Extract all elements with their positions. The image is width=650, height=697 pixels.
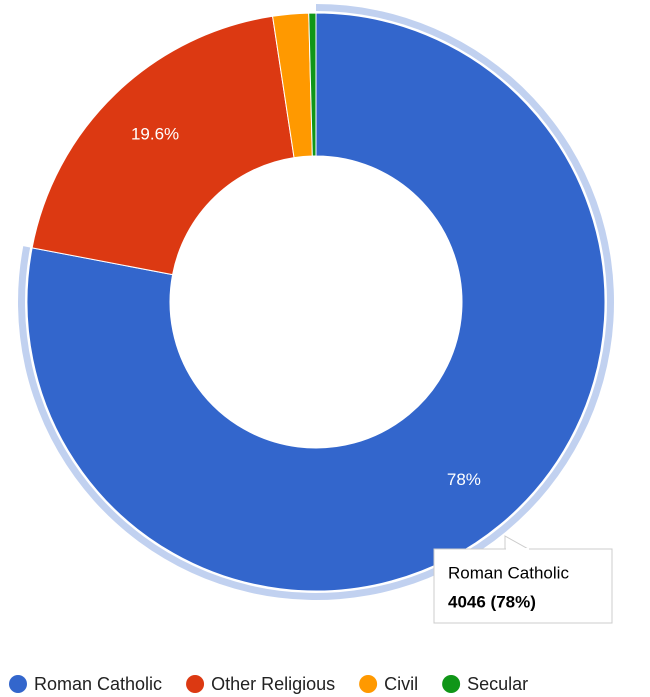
legend-label[interactable]: Civil [384,674,418,694]
donut-slice[interactable] [26,12,606,592]
tooltip-cover [506,548,529,550]
legend-marker[interactable] [9,675,27,693]
legend-marker[interactable] [186,675,205,693]
legend-marker[interactable] [359,675,378,693]
slice-label: 78% [447,470,481,489]
slice-label: 19.6% [131,124,179,143]
legend-marker[interactable] [442,675,461,693]
donut-slice[interactable] [31,15,295,276]
tooltip-value: 4046 (78%) [448,592,536,611]
donut-slice[interactable] [308,12,317,157]
legend-label[interactable]: Secular [467,674,528,694]
tooltip-box [433,548,613,624]
legend-label[interactable]: Roman Catholic [34,674,162,694]
tooltip-title: Roman Catholic [448,563,569,582]
legend-label[interactable]: Other Religious [211,674,335,694]
tooltip-pointer [504,535,532,551]
